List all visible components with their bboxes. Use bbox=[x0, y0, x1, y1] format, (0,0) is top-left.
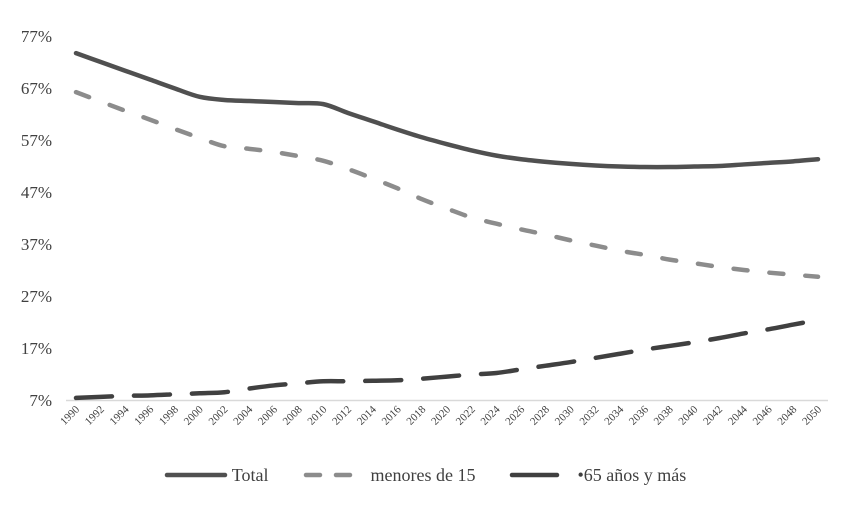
x-tick-label: 1990 bbox=[58, 403, 82, 427]
y-tick-label: 67% bbox=[21, 79, 52, 98]
x-tick-label: 2004 bbox=[231, 403, 255, 427]
legend: Total menores de 15 •65 años y más bbox=[0, 462, 850, 488]
x-tick-label: 2042 bbox=[701, 404, 725, 428]
series-line-0 bbox=[73, 50, 821, 170]
legend-item-total: Total bbox=[164, 464, 269, 486]
x-tick-label: 2034 bbox=[602, 403, 626, 427]
y-tick-label: 27% bbox=[21, 287, 52, 306]
plot-area bbox=[73, 50, 821, 401]
x-tick-label: 1992 bbox=[83, 404, 107, 428]
x-tick-label: 2026 bbox=[503, 403, 527, 427]
y-tick-label: 37% bbox=[21, 235, 52, 254]
x-tick-label: 2022 bbox=[454, 404, 478, 428]
x-tick-label: 2016 bbox=[380, 403, 404, 427]
x-tick-label: 2018 bbox=[404, 403, 428, 427]
legend-label: •65 años y más bbox=[577, 464, 687, 485]
series-line-2 bbox=[73, 317, 821, 401]
legend-item-menores: menores de 15 bbox=[302, 465, 475, 486]
x-tick-label: 2000 bbox=[182, 403, 206, 427]
x-axis: 1990 1992 1994 1996 1998 2000 2002 2004 2006 2008… bbox=[58, 403, 824, 427]
x-tick-label: 1994 bbox=[108, 403, 132, 427]
x-tick-label: 2032 bbox=[577, 404, 601, 428]
y-tick-label: 47% bbox=[21, 183, 52, 202]
legend-label: Total bbox=[231, 464, 269, 485]
x-tick-label: 2046 bbox=[751, 403, 775, 427]
x-tick-label: 2002 bbox=[206, 404, 230, 428]
x-tick-label: 2008 bbox=[281, 403, 305, 427]
x-tick-label: 1998 bbox=[157, 403, 181, 427]
x-tick-label: 2006 bbox=[256, 403, 280, 427]
x-tick-label: 2038 bbox=[652, 403, 676, 427]
line-chart: 77% 67% 57% 47% 37% 27% 17% 7% 1990 1992 1994 1996… bbox=[21, 27, 828, 428]
x-tick-label: 2020 bbox=[429, 403, 453, 427]
legend-label: menores de 15 bbox=[370, 464, 476, 485]
legend-item-65-mas: •65 años y más bbox=[509, 465, 686, 486]
x-tick-label: 2044 bbox=[726, 403, 750, 427]
dashed-line-icon bbox=[510, 472, 560, 478]
y-axis: 77% 67% 57% 47% 37% 27% 17% 7% bbox=[21, 27, 52, 410]
x-tick-label: 2030 bbox=[553, 403, 577, 427]
dashed-line-icon bbox=[304, 472, 365, 478]
x-tick-label: 2012 bbox=[330, 404, 354, 428]
x-tick-label: 1996 bbox=[132, 403, 156, 427]
y-tick-label: 17% bbox=[21, 339, 52, 358]
y-tick-label: 7% bbox=[29, 391, 52, 410]
x-tick-label: 2024 bbox=[479, 403, 503, 427]
x-tick-label: 2010 bbox=[305, 403, 329, 427]
x-tick-label: 2040 bbox=[676, 403, 700, 427]
x-tick-label: 2036 bbox=[627, 403, 651, 427]
series-line-1 bbox=[73, 89, 821, 280]
solid-line-icon bbox=[164, 472, 227, 478]
x-tick-label: 2028 bbox=[528, 403, 552, 427]
x-tick-label: 2014 bbox=[355, 403, 379, 427]
x-tick-label: 2048 bbox=[775, 403, 799, 427]
y-tick-label: 77% bbox=[21, 27, 52, 46]
x-tick-label: 2050 bbox=[800, 403, 824, 427]
y-tick-label: 57% bbox=[21, 131, 52, 150]
